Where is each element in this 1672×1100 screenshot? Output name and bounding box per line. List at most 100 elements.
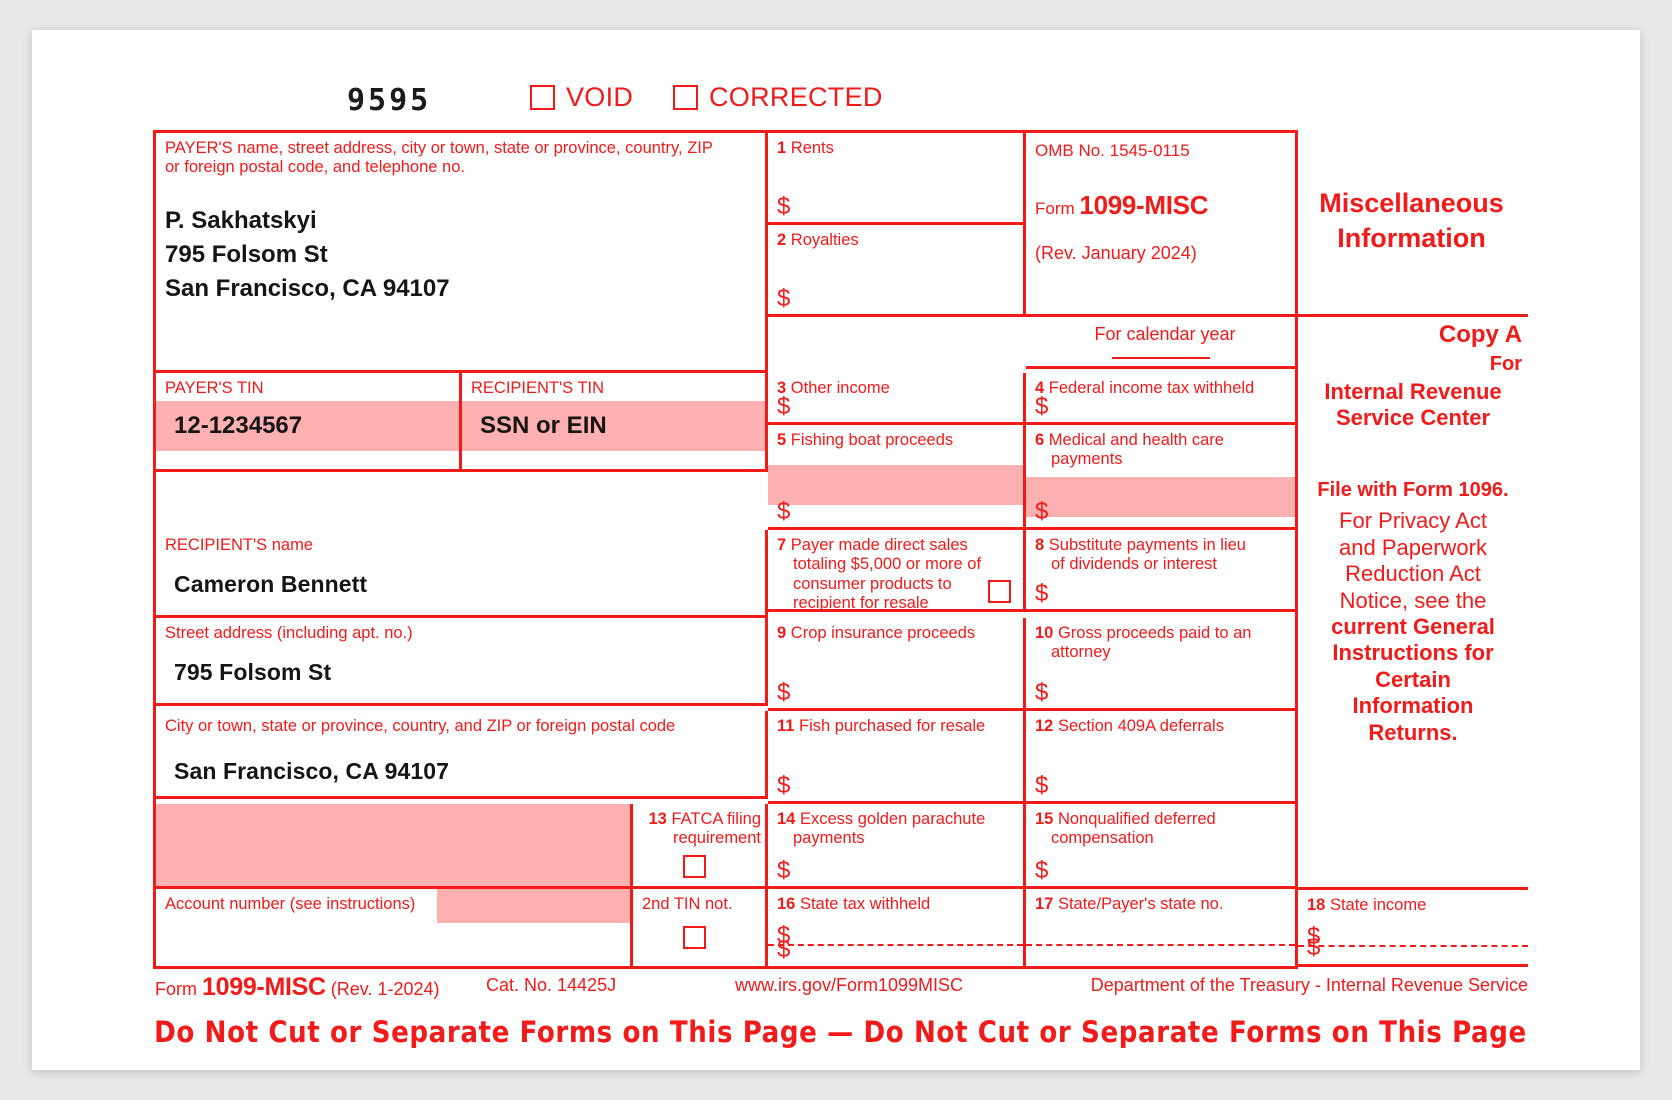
box-18-currency-2: $	[1307, 934, 1321, 961]
box-13-checkbox[interactable]	[683, 855, 706, 878]
privacy-bold-1: current General	[1331, 613, 1495, 639]
calendar-year-label: For calendar year	[1094, 324, 1236, 344]
box-10-label2: attorney	[1051, 643, 1111, 662]
form-name: 1099-MISC	[1079, 190, 1209, 220]
box-16-divider	[768, 944, 1023, 946]
form-page: 9595 VOID CORRECTED Miscellaneous Inform…	[32, 30, 1640, 1070]
box-5-label: Fishing boat proceeds	[790, 431, 954, 449]
box-14-golden-parachute[interactable]: 14 Excess golden parachute payments $	[768, 804, 1026, 889]
box-10-gross-proceeds-attorney[interactable]: 10 Gross proceeds paid to an attorney $	[1026, 618, 1298, 711]
corrected-checkbox-group[interactable]: CORRECTED	[673, 84, 883, 111]
recipient-name-label: RECIPIENT'S name	[165, 536, 314, 554]
calendar-year-underline	[1111, 357, 1210, 359]
box-3-number: 3	[777, 379, 787, 397]
void-checkbox[interactable]	[530, 85, 555, 110]
box-13-fatca-filing[interactable]: 13 FATCA filing requirement	[633, 804, 768, 889]
box-1-label: Rents	[790, 139, 834, 157]
boxes-3-5-stack: 3 Other income $ 5 Fishing boat proceeds…	[768, 373, 1026, 530]
box-2-royalties[interactable]: 2 Royalties $	[768, 225, 1026, 317]
box-16-currency-2: $	[777, 936, 791, 963]
box-3-other-income[interactable]: 3 Other income $	[768, 373, 1026, 425]
calendar-year-cell[interactable]: For calendar year	[1026, 317, 1298, 369]
payer-tin-highlight: 12-1234567	[156, 401, 459, 451]
copy-irs-line1: Internal Revenue	[1324, 378, 1502, 404]
box-8-currency: $	[1035, 580, 1049, 607]
box-13-label: FATCA filing	[671, 810, 761, 828]
box-16-state-tax-withheld[interactable]: 16 State tax withheld $ $	[768, 889, 1026, 969]
grid-row-payer: PAYER'S name, street address, city or to…	[156, 133, 1298, 373]
box-17-label: State/Payer's state no.	[1057, 895, 1224, 913]
box-5-fishing-boat-proceeds[interactable]: 5 Fishing boat proceeds $	[768, 425, 1026, 530]
account-number-cell[interactable]: Account number (see instructions)	[156, 889, 633, 969]
box-17-state-payer-state-no[interactable]: 17 State/Payer's state no.	[1026, 889, 1298, 969]
payer-tin-cell[interactable]: PAYER'S TIN 12-1234567	[156, 373, 462, 472]
box-3-label: Other income	[790, 379, 890, 397]
grid-row-recipient-street: Street address (including apt. no.) 795 …	[156, 618, 1298, 711]
payer-street: 795 Folsom St	[165, 240, 328, 268]
box-8-substitute-payments[interactable]: 8 Substitute payments in lieu of dividen…	[1026, 530, 1298, 612]
box-3-currency: $	[777, 393, 791, 420]
corrected-label: CORRECTED	[709, 82, 883, 112]
grid-row-tins: PAYER'S TIN 12-1234567 RECIPIENT'S TIN S…	[156, 373, 1298, 530]
box-8-label: Substitute payments in lieu	[1048, 536, 1246, 554]
box-7-label3: consumer products to	[793, 574, 952, 593]
box-4-currency: $	[1035, 393, 1049, 420]
box-6-medical-health-payments[interactable]: 6 Medical and health care payments $	[1026, 425, 1298, 530]
box-11-fish-purchased[interactable]: 11 Fish purchased for resale $	[768, 711, 1026, 804]
box-17-divider	[1026, 944, 1295, 946]
box-6-label: Medical and health care	[1048, 431, 1224, 449]
box-12-section-409a-deferrals[interactable]: 12 Section 409A deferrals $	[1026, 711, 1298, 804]
box-4-federal-tax-withheld[interactable]: 4 Federal income tax withheld $	[1026, 373, 1298, 425]
omb-info-cell: OMB No. 1545-0115 Form 1099-MISC (Rev. J…	[1026, 133, 1298, 317]
box-15-nonqualified-deferred-comp[interactable]: 15 Nonqualified deferred compensation $	[1026, 804, 1298, 889]
box-14-label2: payments	[793, 829, 865, 848]
recipient-city-cell[interactable]: City or town, state or province, country…	[156, 711, 768, 799]
form-word: Form	[1035, 199, 1075, 218]
recipient-tin-cell[interactable]: RECIPIENT'S TIN SSN or EIN	[462, 373, 768, 472]
box-16-label: State tax withheld	[799, 895, 931, 913]
box-7-direct-sales[interactable]: 7 Payer made direct sales totaling $5,00…	[768, 530, 1026, 612]
box-5-number: 5	[777, 431, 787, 449]
payer-name: P. Sakhatskyi	[165, 206, 317, 234]
form-title-line2: Information	[1337, 222, 1486, 253]
box-5-highlight	[768, 465, 1023, 505]
second-tin-checkbox[interactable]	[683, 926, 706, 949]
box-13-number: 13	[648, 810, 667, 828]
recipient-name-value: Cameron Bennett	[174, 571, 368, 598]
footer-url[interactable]: www.irs.gov/Form1099MISC	[735, 975, 964, 995]
recipient-street-cell[interactable]: Street address (including apt. no.) 795 …	[156, 618, 768, 706]
box-1-rents[interactable]: 1 Rents $	[768, 133, 1026, 225]
box-18-number: 18	[1307, 896, 1326, 914]
form-title: Miscellaneous Information	[1295, 186, 1528, 255]
payer-info-cell[interactable]: PAYER'S name, street address, city or to…	[156, 133, 768, 373]
box-11-number: 11	[777, 717, 795, 735]
omb-number: OMB No. 1545-0115	[1035, 141, 1190, 160]
box-18-currency-1: $	[1307, 923, 1321, 950]
privacy-bold-5: Returns.	[1368, 719, 1458, 745]
recipient-tin-label: RECIPIENT'S TIN	[471, 379, 605, 397]
box-15-currency: $	[1035, 857, 1049, 884]
box-10-currency: $	[1035, 679, 1049, 706]
footer-form-revision: (Rev. 1-2024)	[330, 979, 440, 999]
recipient-name-cell[interactable]: RECIPIENT'S name Cameron Bennett	[156, 530, 768, 618]
box-18-state-income[interactable]: 18 State income $ $	[1295, 887, 1528, 967]
form-footer: Form 1099-MISC (Rev. 1-2024) Cat. No. 14…	[153, 973, 1528, 1007]
box-7-label4: recipient for resale	[793, 593, 929, 612]
account-number-label: Account number (see instructions)	[165, 895, 416, 913]
box-6-currency: $	[1035, 498, 1049, 525]
copy-a-heading: Copy A	[1438, 321, 1522, 348]
box-15-number: 15	[1035, 810, 1054, 828]
box-1-currency: $	[777, 193, 791, 220]
copy-for-label: For	[1489, 353, 1522, 375]
second-tin-notice-cell[interactable]: 2nd TIN not.	[633, 889, 768, 969]
void-checkbox-group[interactable]: VOID	[530, 84, 633, 111]
box-9-currency: $	[777, 679, 791, 706]
corrected-checkbox[interactable]	[673, 85, 698, 110]
box-9-crop-insurance[interactable]: 9 Crop insurance proceeds $	[768, 618, 1026, 711]
box-7-number: 7	[777, 536, 787, 554]
box-7-checkbox[interactable]	[988, 580, 1011, 603]
box-9-label: Crop insurance proceeds	[790, 624, 976, 642]
box-16-currency-1: $	[777, 922, 791, 949]
box-14-label: Excess golden parachute	[799, 810, 986, 828]
privacy-line-2: and Paperwork	[1339, 534, 1487, 560]
